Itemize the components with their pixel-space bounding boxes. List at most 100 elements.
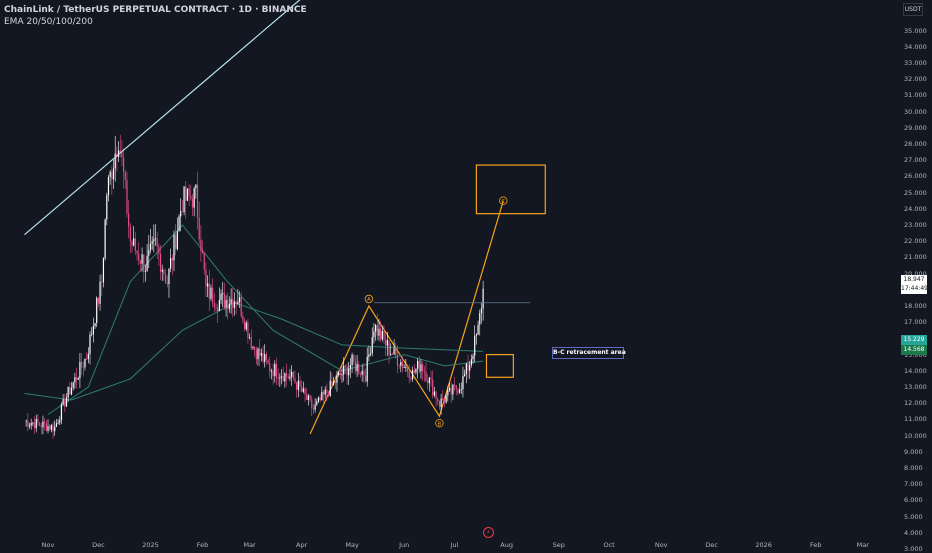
indicator-legend[interactable]: EMA 20/50/100/200 bbox=[4, 17, 93, 27]
abc-wave-line[interactable] bbox=[309, 200, 504, 435]
candle-body bbox=[405, 366, 407, 368]
candle-body bbox=[259, 348, 261, 356]
target-zone-box[interactable] bbox=[475, 164, 546, 215]
candle-body bbox=[460, 389, 462, 391]
candle-body bbox=[185, 186, 187, 201]
candle-body bbox=[67, 386, 69, 398]
price-tick: 24.000 bbox=[904, 204, 927, 213]
candle-body bbox=[438, 401, 441, 407]
candle-body bbox=[170, 258, 172, 269]
price-tick: 6.000 bbox=[904, 496, 923, 505]
candle-body bbox=[369, 353, 372, 355]
candle-body bbox=[69, 386, 71, 395]
candle-body bbox=[149, 243, 152, 250]
candle-body bbox=[215, 307, 217, 309]
candle-body bbox=[395, 348, 397, 356]
currency-button[interactable]: USDT bbox=[903, 3, 923, 16]
candle-body bbox=[479, 312, 481, 325]
candle-body bbox=[368, 354, 370, 357]
candle-body bbox=[442, 398, 444, 401]
candle-body bbox=[464, 373, 466, 377]
price-tick: 31.000 bbox=[904, 91, 927, 100]
candle-body bbox=[469, 365, 471, 371]
candle-body bbox=[200, 239, 202, 252]
price-tick: 28.000 bbox=[904, 140, 927, 148]
candle-body bbox=[129, 226, 131, 242]
drawings-layer[interactable]: A B C bbox=[24, 0, 546, 428]
price-tick: 26.000 bbox=[904, 172, 927, 181]
retracement-annotation[interactable]: B-C retracement area bbox=[552, 347, 626, 359]
candle-body bbox=[193, 188, 195, 208]
candle-body bbox=[443, 400, 446, 403]
candle-body bbox=[74, 377, 76, 383]
price-tick: 14.000 bbox=[904, 366, 927, 375]
candle-body bbox=[190, 195, 192, 199]
price-tick: 17.000 bbox=[904, 318, 927, 327]
trendline[interactable] bbox=[24, 0, 301, 236]
candle-body bbox=[326, 389, 328, 393]
candle-body bbox=[84, 358, 86, 368]
price-chart-canvas[interactable]: A B C bbox=[0, 0, 900, 550]
candle-body bbox=[52, 424, 54, 432]
candle-body bbox=[427, 381, 429, 384]
candle-body bbox=[359, 373, 362, 375]
candle-body bbox=[65, 397, 68, 407]
candle-body bbox=[316, 401, 318, 405]
candle-body bbox=[447, 390, 449, 396]
candle-body bbox=[79, 361, 81, 379]
candle-body bbox=[139, 260, 141, 264]
retracement-zone-box[interactable] bbox=[485, 354, 514, 378]
candle-body bbox=[418, 360, 420, 372]
symbol-title[interactable]: ChainLink / TetherUS PERPETUAL CONTRACT … bbox=[4, 5, 307, 15]
candle-body bbox=[396, 355, 399, 366]
candle-body bbox=[64, 399, 66, 407]
candle-body bbox=[375, 325, 377, 332]
time-tick: 2026 bbox=[755, 541, 772, 549]
candle-body bbox=[141, 254, 143, 264]
candle-body bbox=[153, 239, 155, 242]
price-tick: 21.000 bbox=[904, 253, 927, 262]
candle-body bbox=[406, 366, 409, 372]
candle-body bbox=[388, 340, 390, 355]
price-tick: 20.000 bbox=[904, 269, 927, 278]
wave-label-a-marker bbox=[364, 294, 374, 304]
candle-body bbox=[99, 281, 101, 304]
candle-body bbox=[87, 353, 89, 360]
candle-body bbox=[363, 370, 365, 376]
candle-body bbox=[291, 371, 293, 377]
candle-body bbox=[54, 426, 56, 432]
candle-body bbox=[353, 354, 355, 362]
candle-body bbox=[260, 353, 262, 356]
candle-body bbox=[333, 381, 335, 385]
price-tick: 5.000 bbox=[904, 512, 923, 521]
candle-body bbox=[453, 384, 456, 386]
candle-body bbox=[121, 152, 123, 158]
candle-body bbox=[44, 421, 46, 424]
candle-body bbox=[165, 274, 167, 283]
candle-body bbox=[294, 378, 296, 383]
candle-body bbox=[480, 308, 483, 313]
candle-body bbox=[133, 238, 135, 246]
candle-body bbox=[422, 364, 424, 371]
price-tick: 10.000 bbox=[904, 431, 927, 440]
flash-event-icon[interactable]: ⚡ bbox=[483, 527, 494, 538]
candle-body bbox=[371, 337, 373, 354]
candle-body bbox=[161, 269, 163, 272]
candle-body bbox=[341, 374, 343, 376]
price-tick: 7.000 bbox=[904, 480, 923, 489]
candle-body bbox=[45, 423, 47, 431]
candle-body bbox=[218, 300, 220, 312]
candle-body bbox=[383, 331, 385, 340]
ema-line-2 bbox=[47, 224, 484, 415]
candle-body bbox=[452, 384, 454, 395]
candle-body bbox=[380, 328, 382, 340]
candle-body bbox=[249, 337, 251, 339]
candle-body bbox=[257, 348, 259, 360]
price-tick: 22.000 bbox=[904, 237, 927, 246]
candle-body bbox=[262, 353, 264, 362]
candle-body bbox=[474, 335, 476, 356]
candle-body bbox=[146, 255, 148, 271]
candle-body bbox=[280, 376, 283, 378]
candle-body bbox=[212, 287, 214, 304]
candle-body bbox=[232, 299, 234, 308]
